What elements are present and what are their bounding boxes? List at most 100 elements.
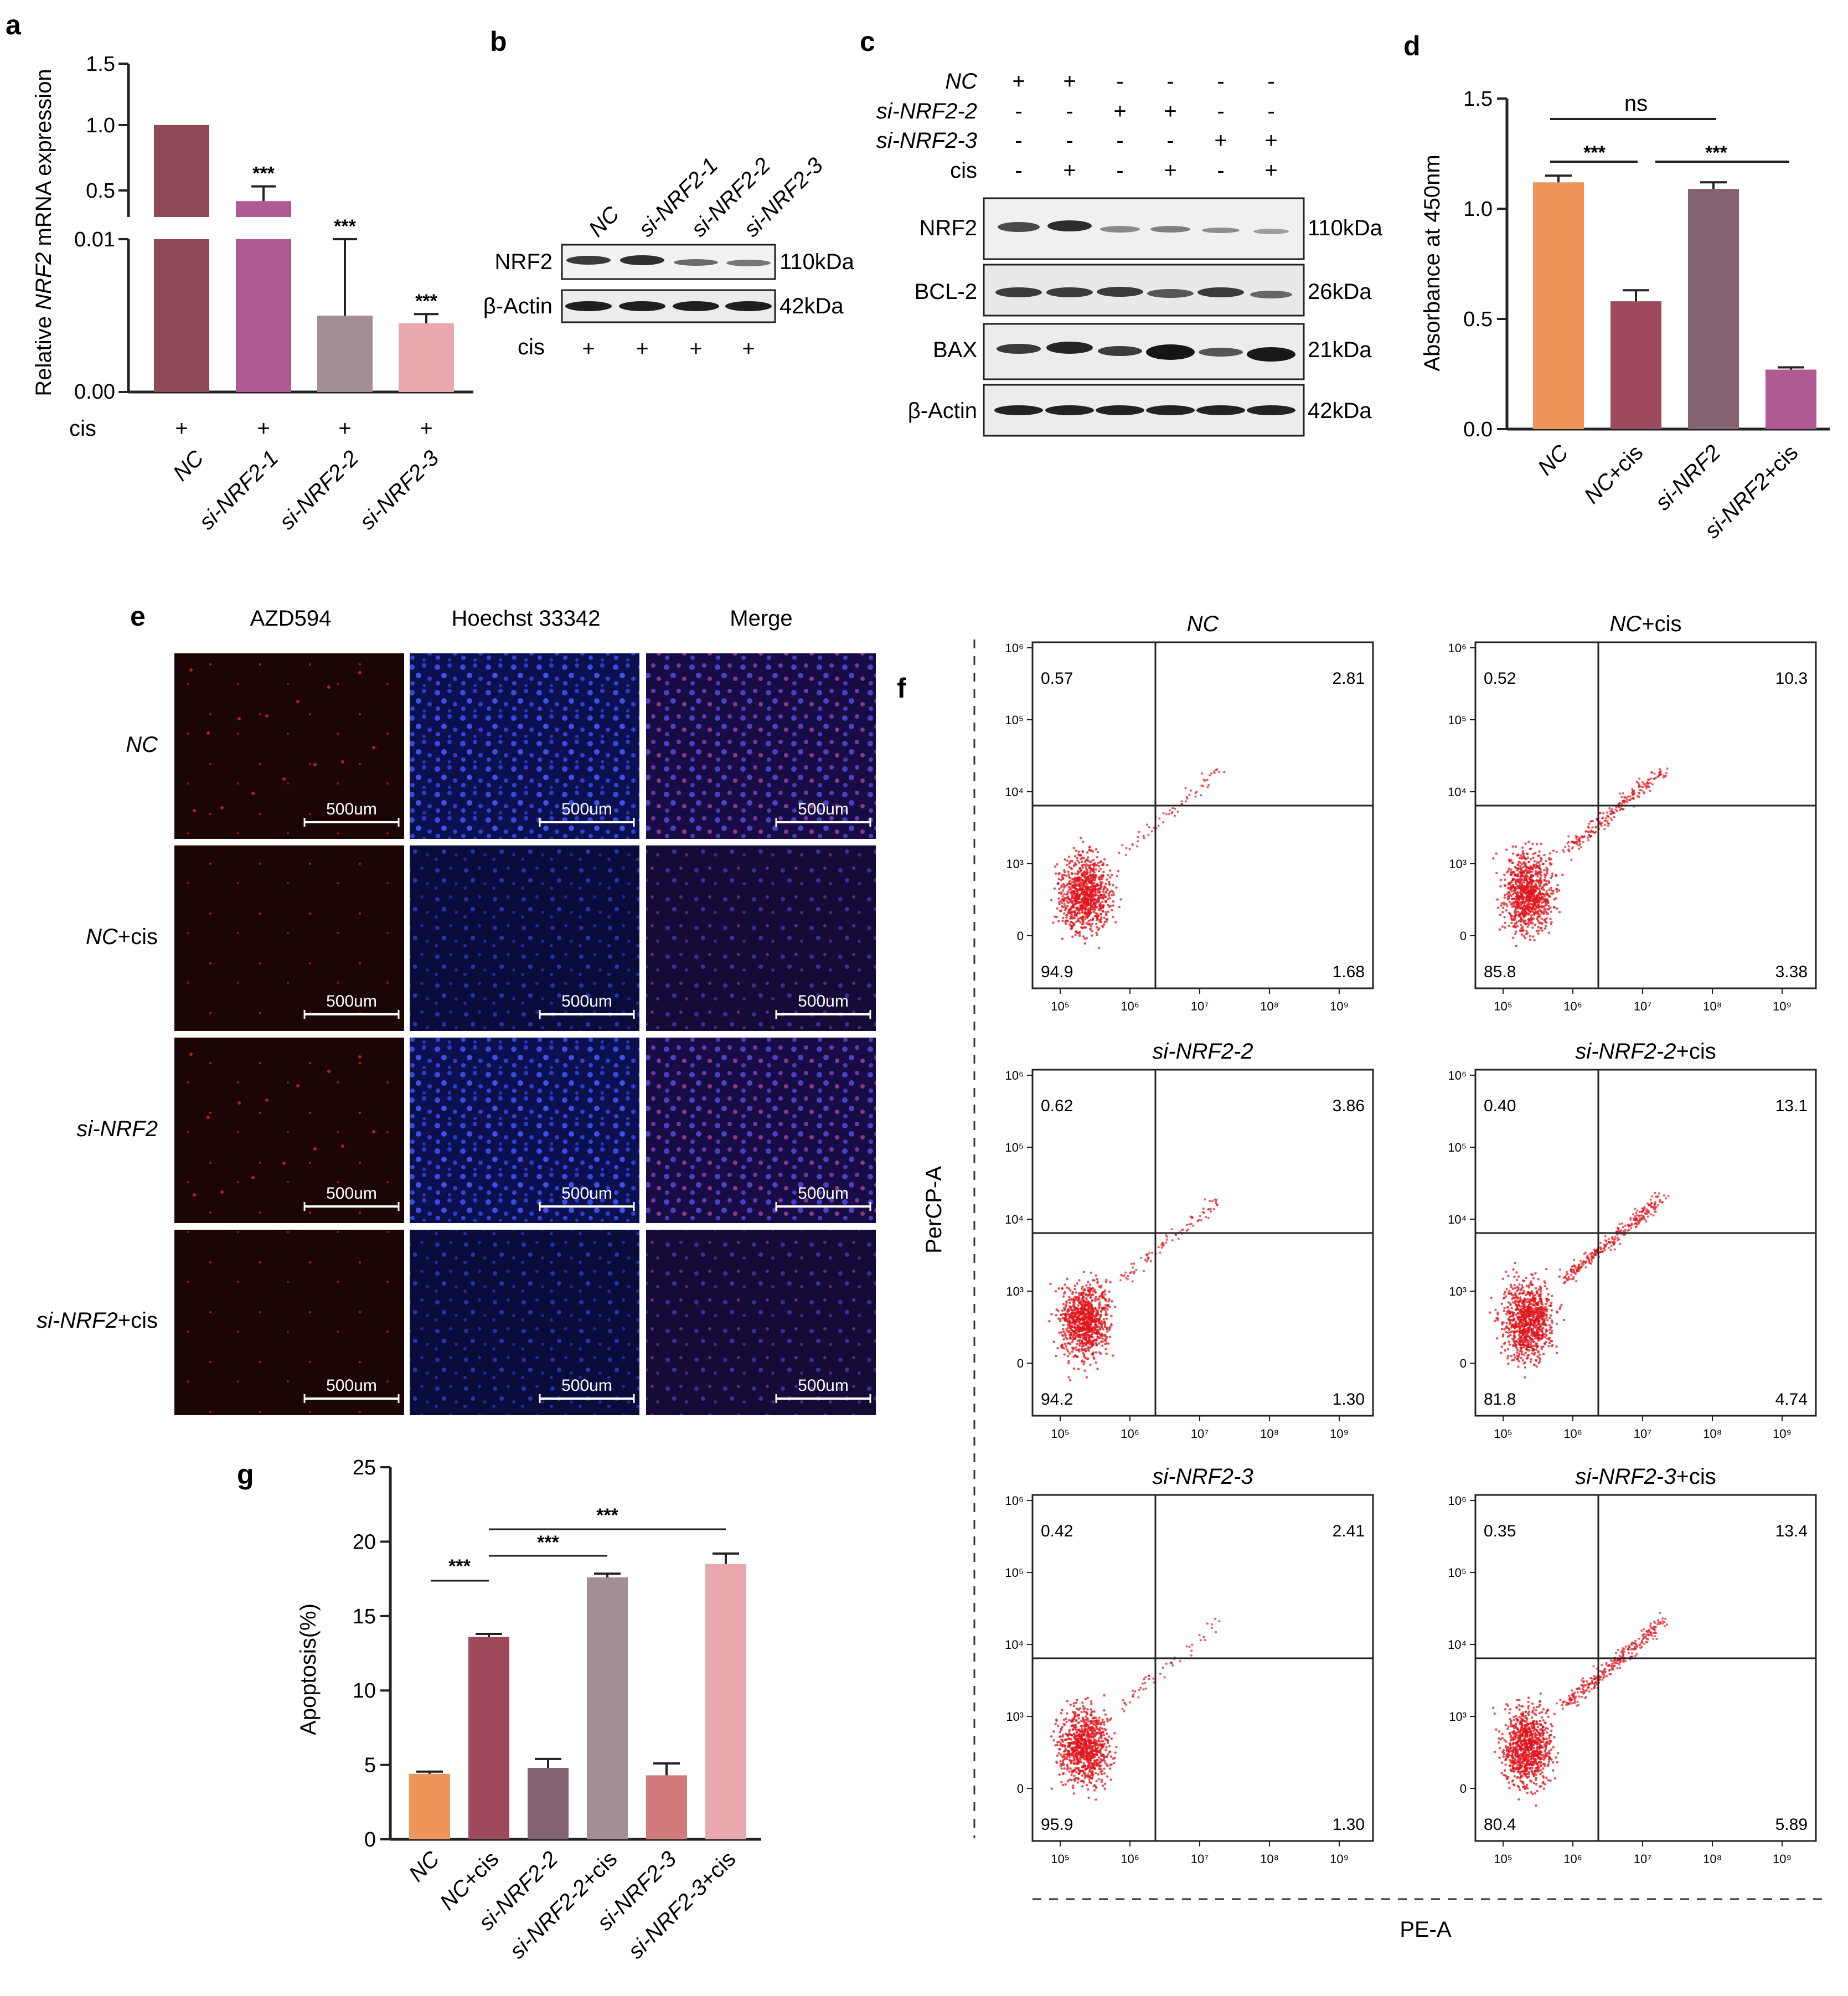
panel-g: g Apoptosis(%) 25 20 15 10 5 0 *** *** *** NC… xyxy=(237,1456,761,1963)
panel-f-plots: NC 0.57 2.81 94.9 1.68 10⁵ 10⁶ 10⁷ 10⁸ 10⁹ 10⁶ 10⁵ 1… xyxy=(1005,612,1817,1866)
y-tick: 10⁴ xyxy=(1448,1638,1467,1652)
x-tick: 10⁷ xyxy=(1634,1427,1651,1441)
panel-d-sig: *** xyxy=(1583,142,1606,163)
sig-label: *** xyxy=(334,216,356,237)
panel-g-sig: *** xyxy=(596,1505,618,1526)
panel-a-tick: 0.5 xyxy=(86,179,115,203)
flow-dot-cloud xyxy=(1492,767,1669,947)
fluorescence-image xyxy=(410,845,639,1031)
y-tick: 10⁵ xyxy=(1448,1141,1467,1154)
x-tick: 10⁵ xyxy=(1051,1852,1070,1866)
x-tick: 10⁸ xyxy=(1703,1427,1722,1441)
treatment-mark: - xyxy=(1015,158,1022,183)
treatment-mark: + xyxy=(1164,158,1176,183)
panel-g-category: si-NRF2-2+cis xyxy=(505,1847,622,1963)
panel-g-brackets: *** *** *** xyxy=(431,1505,726,1582)
x-tick: 10⁶ xyxy=(1121,1427,1139,1441)
panel-g-bars xyxy=(409,1552,746,1839)
tick-label: 25 xyxy=(353,1456,376,1479)
scale-label: 500um xyxy=(561,800,612,818)
panel-c-condition: si-NRF2-3 xyxy=(876,128,977,153)
y-tick: 10³ xyxy=(1449,1285,1467,1298)
bar-3 xyxy=(1766,369,1816,429)
y-tick: 10⁶ xyxy=(1448,1069,1467,1082)
panel-b-cis-label: cis xyxy=(518,335,545,359)
panel-c-blot-size: 110kDa xyxy=(1308,216,1383,240)
fluorescence-image xyxy=(174,1230,404,1415)
quadrant-value: 4.74 xyxy=(1775,1390,1808,1409)
quadrant-value: 95.9 xyxy=(1041,1816,1073,1834)
y-tick: 10³ xyxy=(1006,1710,1024,1724)
flow-dot-cloud xyxy=(1048,1198,1219,1382)
cis-plus: + xyxy=(689,337,702,361)
fluorescence-image xyxy=(410,653,639,839)
flow-plot-title: si-NRF2-2 xyxy=(1152,1039,1253,1064)
x-tick: 10⁹ xyxy=(1773,999,1792,1013)
panel-g-category: si-NRF2-3+cis xyxy=(623,1847,740,1963)
scale-label: 500um xyxy=(326,1184,377,1203)
y-tick: 10⁵ xyxy=(1448,1566,1467,1580)
cis-plus: + xyxy=(338,416,351,441)
panel-e-column: AZD594 xyxy=(250,606,332,631)
quadrant-value: 1.30 xyxy=(1333,1390,1365,1409)
panel-d-category: si-NRF2 xyxy=(1651,440,1726,515)
panel-e-row-label: NC+cis xyxy=(86,925,158,949)
x-tick: 10⁹ xyxy=(1773,1852,1792,1866)
quadrant-value: 94.2 xyxy=(1041,1390,1073,1409)
treatment-mark: - xyxy=(1166,128,1174,153)
panel-a-tick: 1.5 xyxy=(86,53,115,76)
fluorescence-image xyxy=(410,1038,639,1223)
treatment-mark: + xyxy=(1063,69,1076,94)
y-tick: 10⁴ xyxy=(1448,785,1467,799)
quadrant-value: 10.3 xyxy=(1775,669,1808,688)
treatment-mark: - xyxy=(1217,99,1224,123)
flow-dot-cloud xyxy=(1492,1612,1669,1807)
panel-b-size: 42kDa xyxy=(780,294,844,318)
panel-c-blot-size: 26kDa xyxy=(1308,280,1372,304)
flow-plot-frame xyxy=(1474,1069,1817,1417)
panel-f-letter: f xyxy=(897,673,906,704)
y-tick: 0 xyxy=(1017,1357,1024,1370)
x-tick: 10⁶ xyxy=(1563,1852,1582,1866)
panel-g-letter: g xyxy=(237,1459,254,1490)
bar-0 xyxy=(409,1773,450,1839)
cis-plus: + xyxy=(175,416,188,441)
panel-d-brackets: ns *** *** xyxy=(1550,91,1789,163)
bar-0 xyxy=(154,239,209,392)
panel-a-tick: 0.00 xyxy=(74,380,115,404)
panel-f-xlabel: PE-A xyxy=(1400,1917,1452,1942)
panel-a: a Relative NRF2 mRNA expression 1.5 1.0 … xyxy=(6,9,473,534)
treatment-mark: - xyxy=(1116,69,1123,94)
tick-label: 0.0 xyxy=(1463,418,1493,441)
panel-g-sig: *** xyxy=(448,1556,471,1577)
panel-b: b NC si-NRF2-1 si-NRF2-2 si-NRF2-3 NRF2 … xyxy=(483,26,855,361)
bar-0 xyxy=(1533,182,1584,429)
flow-plot-title: NC xyxy=(1187,612,1220,636)
flow-dot-cloud xyxy=(1050,768,1226,950)
panel-e-column: Merge xyxy=(730,606,792,631)
x-tick: 10⁵ xyxy=(1494,999,1513,1013)
flow-plot-frame xyxy=(1031,641,1374,989)
x-tick: 10⁷ xyxy=(1191,1852,1209,1866)
treatment-mark: - xyxy=(1116,128,1123,153)
x-tick: 10⁵ xyxy=(1494,1852,1513,1866)
y-tick: 10⁶ xyxy=(1448,641,1467,655)
x-tick: 10⁵ xyxy=(1051,1427,1070,1441)
fluorescence-image xyxy=(410,1230,639,1415)
tick-label: 0 xyxy=(364,1828,376,1851)
x-tick: 10⁷ xyxy=(1634,999,1651,1013)
treatment-mark: - xyxy=(1015,99,1022,123)
fluorescence-image xyxy=(174,845,404,1031)
y-tick: 10⁴ xyxy=(1005,1213,1024,1226)
y-tick: 10⁶ xyxy=(1448,1494,1467,1508)
quadrant-value: 85.8 xyxy=(1484,963,1516,981)
x-tick: 10⁶ xyxy=(1563,1427,1582,1441)
flow-plot-title: si-NRF2-3+cis xyxy=(1575,1464,1716,1489)
panel-a-category: si-NRF2-3 xyxy=(355,446,443,534)
x-tick: 10⁵ xyxy=(1051,999,1070,1013)
panel-b-row-label: NRF2 xyxy=(495,250,553,274)
panel-a-category: si-NRF2-2 xyxy=(275,446,363,534)
panel-b-letter: b xyxy=(490,26,507,57)
panel-e-letter: e xyxy=(130,601,146,632)
